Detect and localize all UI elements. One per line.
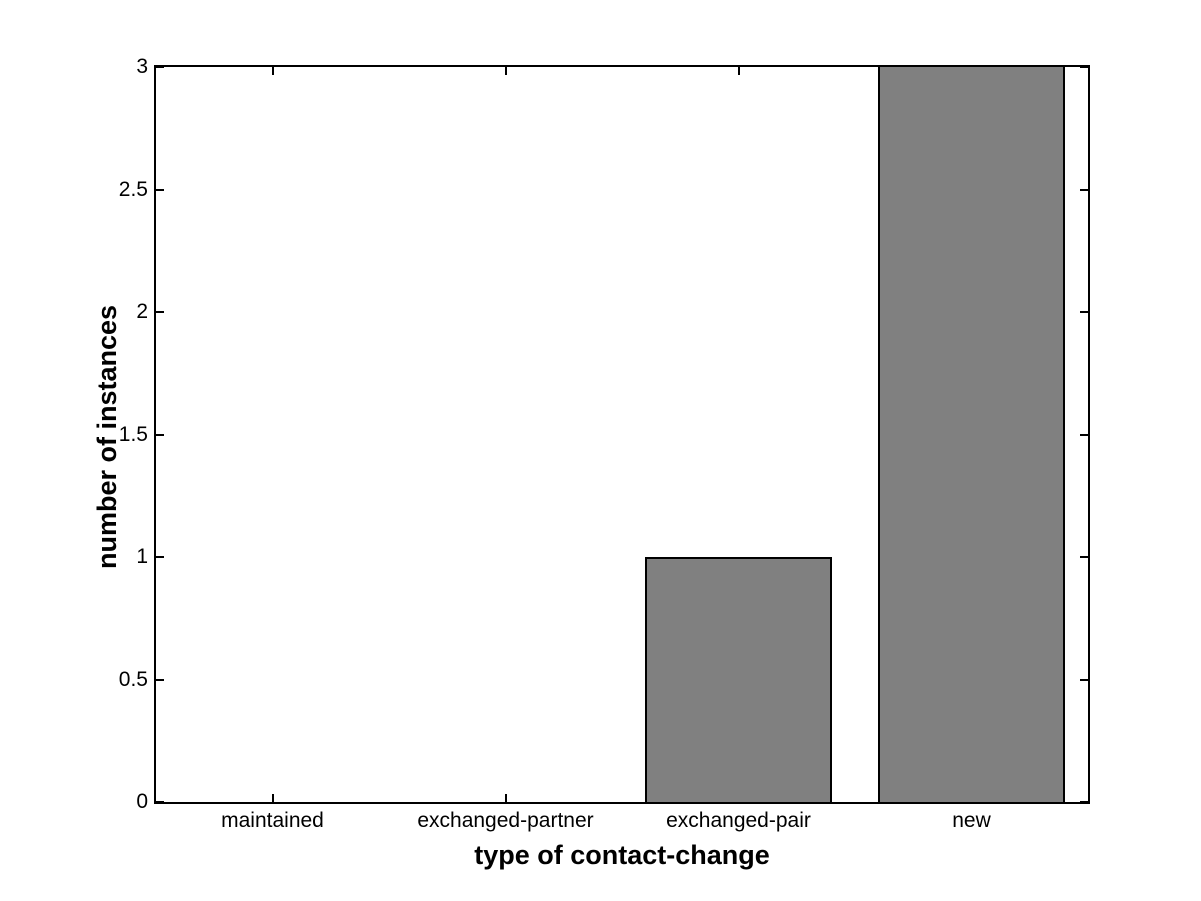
y-tick-label: 1.5 (118, 422, 148, 446)
plot-area (154, 65, 1090, 804)
x-tick-mark-top (504, 67, 507, 75)
y-tick-mark-left (156, 433, 164, 436)
y-tick-mark-right (1080, 556, 1088, 558)
y-tick-mark-right (1080, 311, 1088, 313)
y-tick-mark-left (156, 66, 164, 68)
x-tick-label-maintained: maintained (221, 809, 324, 832)
y-tick-label: 0.5 (118, 667, 148, 691)
x-tick-mark-bottom (504, 794, 507, 802)
y-tick-mark-right (1080, 66, 1088, 68)
y-tick-mark-left (156, 556, 164, 558)
x-tick-label-exchanged-pair: exchanged-pair (666, 809, 811, 832)
y-tick-mark-left (156, 311, 164, 313)
y-tick-mark-left (156, 801, 164, 803)
x-tick-mark-top (271, 67, 274, 75)
y-tick-mark-right (1080, 678, 1088, 681)
y-tick-mark-left (156, 188, 164, 191)
y-tick-mark-right (1080, 188, 1088, 191)
y-tick-label: 1 (136, 545, 148, 568)
y-tick-mark-left (156, 678, 164, 681)
y-tick-label: 0 (136, 790, 148, 813)
x-axis-label: type of contact-change (474, 840, 770, 870)
x-tick-mark-bottom (271, 794, 274, 802)
bar-new (878, 65, 1065, 802)
y-tick-mark-right (1080, 801, 1088, 803)
x-tick-label-exchanged-partner: exchanged-partner (417, 809, 594, 832)
y-tick-label: 3 (136, 55, 148, 78)
x-tick-mark-top (737, 67, 740, 75)
y-tick-mark-right (1080, 433, 1088, 436)
y-tick-label: 2 (136, 300, 148, 323)
bar-exchanged-pair (645, 557, 832, 802)
y-tick-label: 2.5 (118, 177, 148, 201)
x-tick-label-new: new (952, 809, 991, 832)
